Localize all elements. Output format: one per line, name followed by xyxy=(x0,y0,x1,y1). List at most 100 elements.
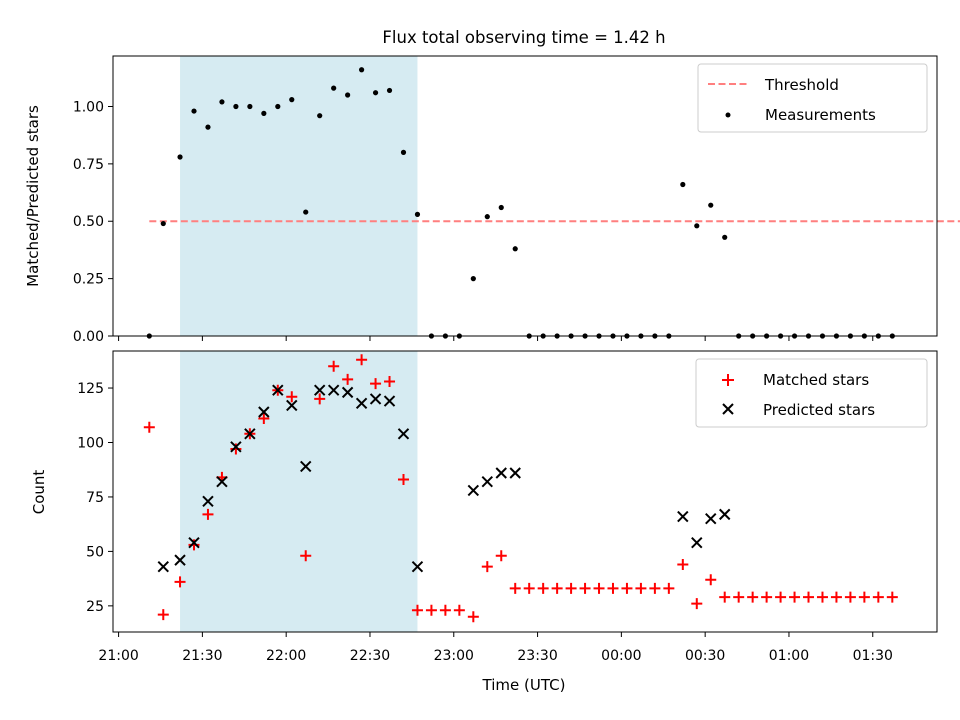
legend-threshold-label: Threshold xyxy=(764,76,839,94)
measurement-point xyxy=(694,223,700,229)
matched-star-point xyxy=(593,582,605,594)
predicted-star-point xyxy=(719,508,731,521)
measurement-point xyxy=(160,220,166,227)
matched-star-point xyxy=(607,582,619,594)
matched-star-point xyxy=(886,591,898,603)
x-axis-label: Time (UTC) xyxy=(482,676,566,694)
predicted-star-point xyxy=(202,495,214,508)
matched-star-point xyxy=(747,591,759,603)
top-shaded-span xyxy=(180,56,418,336)
predicted-star-point xyxy=(216,475,228,488)
top-y-tick-label: 0.50 xyxy=(73,214,104,230)
matched-star-point xyxy=(356,354,368,366)
top-x-ticks xyxy=(118,336,874,341)
matched-star-point xyxy=(677,558,689,570)
matched-star-point xyxy=(495,550,507,562)
measurement-point xyxy=(470,276,476,282)
matched-star-point xyxy=(635,582,647,594)
x-tick-label: 23:30 xyxy=(517,648,557,664)
matched-star-point xyxy=(663,582,675,594)
legend-measurements-label: Measurements xyxy=(765,106,876,124)
matched-star-point xyxy=(300,550,312,562)
measurement-point xyxy=(317,113,323,119)
bottom-y-ticks: 25 50 75 100 125 xyxy=(77,381,113,615)
matched-star-point xyxy=(411,604,423,616)
bottom-y-tick-label: 50 xyxy=(86,544,104,560)
bottom-y-tick-label: 100 xyxy=(77,435,104,451)
matched-star-point xyxy=(453,604,465,616)
top-y-axis-label: Matched/Predicted stars xyxy=(24,105,42,287)
x-tick-label: 00:00 xyxy=(601,648,641,664)
x-tick-label: 22:30 xyxy=(350,648,390,664)
matched-star-point xyxy=(621,582,633,594)
matched-star-point xyxy=(328,360,340,372)
measurement-point xyxy=(177,154,183,160)
predicted-star-point xyxy=(286,399,298,412)
top-axes-frame xyxy=(112,55,938,337)
matched-star-point xyxy=(202,508,214,520)
matched-star-point xyxy=(467,611,479,623)
x-tick-label: 00:30 xyxy=(685,648,725,664)
matched-star-point xyxy=(342,373,354,385)
x-tick-label: 22:00 xyxy=(266,648,306,664)
predicted-star-point xyxy=(244,428,256,440)
measurements-series xyxy=(146,67,895,339)
measurement-point xyxy=(233,103,239,110)
predicted-star-point xyxy=(157,560,169,573)
matched-star-point xyxy=(230,443,242,455)
x-tick-label: 01:30 xyxy=(853,648,893,664)
matched-star-point xyxy=(143,421,155,433)
matched-star-point xyxy=(705,574,717,586)
predicted-star-point xyxy=(509,467,521,479)
matched-star-point xyxy=(733,591,745,603)
matched-star-point xyxy=(691,598,703,610)
matched-star-point xyxy=(565,582,577,594)
measurement-point xyxy=(247,103,253,110)
predicted-star-point xyxy=(188,536,200,549)
matched-star-point xyxy=(872,591,884,603)
matched-star-point xyxy=(649,582,661,594)
bottom-y-axis-label: Count xyxy=(30,470,48,515)
predicted-series xyxy=(157,384,731,573)
legend-predicted-label: Predicted stars xyxy=(763,401,875,419)
matched-star-point xyxy=(579,582,591,594)
measurement-point xyxy=(372,90,379,96)
measurement-point xyxy=(400,149,407,155)
matched-star-point xyxy=(157,609,169,621)
x-tick-label: 23:00 xyxy=(434,648,474,664)
measurement-point xyxy=(303,209,309,215)
measurement-point xyxy=(722,234,728,240)
predicted-star-point xyxy=(313,384,326,396)
bottom-y-tick-label: 25 xyxy=(86,599,104,615)
matched-star-point xyxy=(719,591,731,603)
top-y-tick-label: 0.75 xyxy=(73,157,104,173)
measurement-point xyxy=(345,92,351,98)
matched-star-point xyxy=(258,413,270,425)
top-y-tick-label: 0.25 xyxy=(73,272,104,288)
matched-star-point xyxy=(174,576,186,588)
predicted-star-point xyxy=(230,441,242,453)
predicted-star-point xyxy=(369,393,382,405)
measurement-point xyxy=(331,85,337,91)
matched-star-point xyxy=(439,604,451,616)
top-y-tick-label: 0.00 xyxy=(73,329,104,345)
matched-star-point xyxy=(397,474,409,486)
predicted-star-point xyxy=(467,484,480,497)
matched-star-point xyxy=(370,378,382,390)
predicted-star-point xyxy=(300,460,312,473)
predicted-star-point xyxy=(341,386,354,399)
bottom-x-ticks: 21:00 21:30 22:00 22:30 23:00 23:30 00:00 00:30… xyxy=(98,632,893,664)
predicted-star-point xyxy=(481,475,493,488)
predicted-star-point xyxy=(495,467,507,479)
legend-measurements-swatch xyxy=(725,112,731,118)
matched-star-point xyxy=(775,591,787,603)
matched-star-point xyxy=(551,582,563,594)
predicted-star-point xyxy=(705,513,717,525)
x-tick-label: 21:30 xyxy=(182,648,222,664)
matched-star-point xyxy=(523,582,535,594)
legend-matched-label: Matched stars xyxy=(763,371,869,389)
measurement-point xyxy=(289,97,295,103)
matched-star-point xyxy=(481,561,493,573)
measurement-point xyxy=(275,103,281,110)
bottom-legend: Matched stars Predicted stars xyxy=(695,358,928,428)
